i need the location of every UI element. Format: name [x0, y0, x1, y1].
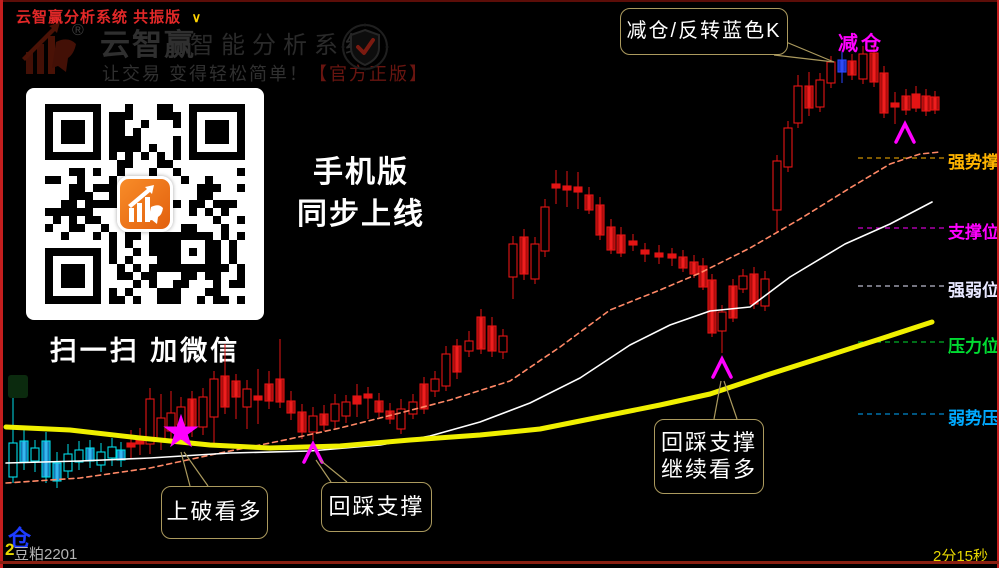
callout-text: 减仓/反转蓝色K	[626, 20, 782, 43]
registered-mark: ®	[72, 22, 84, 39]
window-border-left	[0, 0, 3, 568]
qr-panel: 扫一扫 加微信	[26, 88, 264, 368]
brand-watermark: ® 云智赢 智能分析系统 让交易 变得轻松简单！【官方正版】	[12, 14, 432, 100]
window-border-bottom	[0, 561, 999, 564]
signal-box	[8, 375, 28, 398]
qr-pattern	[45, 104, 245, 304]
tagline-text: 让交易 变得轻松简单！	[102, 64, 309, 84]
promo-text: 手机版 同步上线	[276, 152, 446, 236]
callout-text: 回踩支撑	[660, 429, 757, 455]
callout-pullback-stay-bullish: 回踩支撑 继续看多	[654, 419, 764, 494]
callout-text: 上破看多	[166, 499, 263, 525]
qr-caption: 扫一扫 加微信	[49, 336, 241, 366]
status-count: 2	[5, 540, 15, 559]
official-badge: 【官方正版】	[309, 64, 429, 84]
shield-verified-icon	[341, 23, 389, 71]
level-label-strength: 强弱位	[948, 281, 999, 300]
brand-tagline: 让交易 变得轻松简单！【官方正版】	[102, 60, 429, 86]
bull-logo-icon	[22, 22, 76, 74]
window-border-right	[997, 0, 999, 568]
callout-reduce-reversal-blue-k: 减仓/反转蓝色K	[620, 8, 788, 55]
chevron-down-icon[interactable]: ∨	[191, 10, 202, 25]
version-selector[interactable]: 云智赢分析系统 共振版 ∨	[16, 6, 201, 27]
svg-text:★: ★	[160, 405, 201, 457]
promo-line1: 手机版	[313, 156, 409, 189]
brand-subtitle: 智能分析系统	[190, 32, 376, 59]
app-title: 云智赢分析系统 共振版	[16, 9, 182, 26]
brand-name: 云智赢	[100, 29, 196, 62]
level-label-support: 支撑位	[948, 223, 999, 242]
callout-text: 回踩支撑	[328, 493, 425, 519]
callout-breakout-bullish: 上破看多	[161, 486, 268, 539]
callout-pullback-support: 回踩支撑	[321, 482, 432, 532]
level-label-strong-support: 强势撑	[948, 153, 999, 172]
instrument-name: 豆粕2201	[14, 546, 78, 563]
window-border-top	[0, 0, 999, 2]
position-indicator: 仓	[8, 525, 31, 551]
level-label-weak-pressure: 弱势压	[948, 409, 999, 428]
qr-code	[26, 88, 264, 320]
level-label-pressure: 压力位	[948, 337, 999, 356]
callout-text: 继续看多	[660, 456, 757, 482]
bar-countdown: 2分15秒	[933, 548, 989, 565]
promo-line2: 同步上线	[297, 198, 425, 231]
app-logo-icon	[117, 176, 173, 232]
reduce-position-label: 减仓	[838, 33, 884, 55]
